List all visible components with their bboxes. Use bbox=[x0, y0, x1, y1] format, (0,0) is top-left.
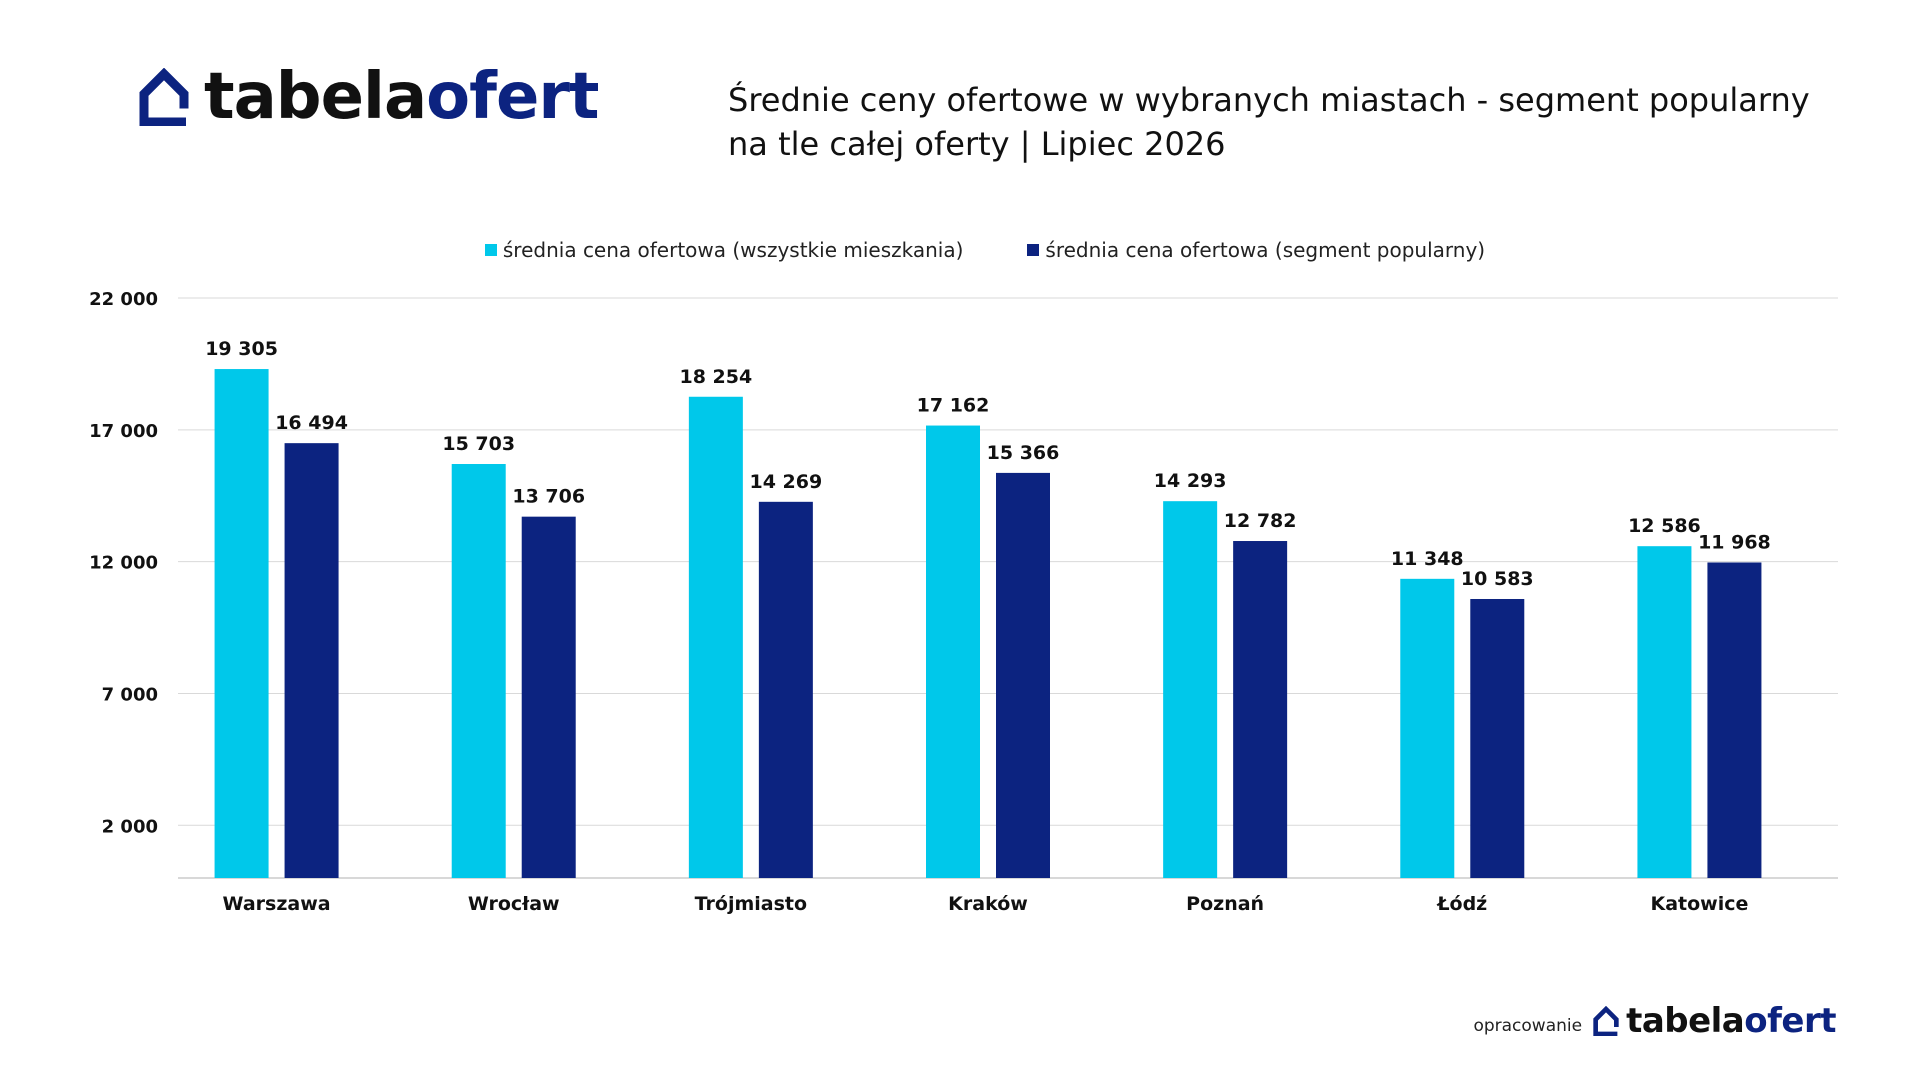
x-tick-label: Katowice bbox=[1650, 893, 1748, 915]
footer-credit: opracowanie tabelaofert bbox=[1473, 1004, 1836, 1038]
chart-title-line-1: Średnie ceny ofertowe w wybranych miasta… bbox=[728, 81, 1810, 119]
bar bbox=[521, 516, 576, 878]
data-label: 15 366 bbox=[987, 442, 1060, 464]
bar bbox=[451, 464, 506, 878]
data-label: 19 305 bbox=[205, 338, 278, 360]
bar bbox=[1400, 578, 1455, 878]
footer-logo-word-2: ofert bbox=[1744, 1001, 1836, 1041]
data-label: 16 494 bbox=[275, 412, 348, 434]
data-label: 13 706 bbox=[512, 486, 585, 508]
x-tick-label: Wrocław bbox=[468, 893, 560, 915]
data-label: 10 583 bbox=[1461, 568, 1534, 590]
data-label: 12 586 bbox=[1628, 515, 1701, 537]
bar bbox=[926, 425, 980, 878]
data-label: 11 348 bbox=[1391, 548, 1464, 570]
footer-logo-wordmark: tabelaofert bbox=[1626, 1004, 1836, 1038]
legend-item-popular: średnia cena ofertowa (segment popularny… bbox=[1027, 238, 1485, 262]
data-label: 12 782 bbox=[1224, 510, 1297, 532]
x-tick-label: Kraków bbox=[948, 893, 1028, 915]
brand-logo: tabelaofert bbox=[138, 62, 600, 132]
footer-house-icon bbox=[1593, 1006, 1619, 1036]
bar bbox=[214, 369, 269, 878]
bar bbox=[996, 472, 1050, 878]
y-tick-label: 2 000 bbox=[102, 816, 158, 837]
y-tick-label: 22 000 bbox=[89, 289, 158, 310]
bar bbox=[1637, 546, 1692, 878]
legend-item-all: średnia cena ofertowa (wszystkie mieszka… bbox=[484, 238, 964, 262]
x-tick-label: Warszawa bbox=[223, 893, 331, 915]
legend-swatch-popular bbox=[1027, 244, 1040, 256]
chart-title: Średnie ceny ofertowe w wybranych miasta… bbox=[728, 78, 1858, 166]
data-label: 14 269 bbox=[749, 471, 822, 493]
x-tick-label: Łódź bbox=[1436, 893, 1487, 915]
bar bbox=[1470, 598, 1525, 878]
chart-legend: średnia cena ofertowa (wszystkie mieszka… bbox=[0, 238, 1920, 262]
logo-word-1: tabela bbox=[204, 60, 427, 134]
bar bbox=[688, 396, 743, 878]
footer-logo-word-1: tabela bbox=[1626, 1001, 1745, 1041]
legend-label-popular: średnia cena ofertowa (segment popularny… bbox=[1045, 238, 1486, 262]
house-icon bbox=[139, 68, 189, 126]
y-tick-label: 7 000 bbox=[102, 684, 158, 705]
bar bbox=[1707, 562, 1762, 878]
bar bbox=[1233, 541, 1288, 878]
bar bbox=[284, 443, 339, 878]
logo-word-2: ofert bbox=[426, 60, 599, 134]
footer-label: opracowanie bbox=[1473, 1016, 1583, 1036]
data-label: 11 968 bbox=[1698, 531, 1771, 553]
logo-wordmark: tabelaofert bbox=[204, 65, 600, 129]
bar bbox=[758, 501, 813, 878]
y-tick-label: 17 000 bbox=[89, 421, 158, 442]
data-label: 15 703 bbox=[442, 433, 515, 455]
legend-label-all: średnia cena ofertowa (wszystkie mieszka… bbox=[502, 238, 964, 262]
data-label: 18 254 bbox=[679, 366, 752, 388]
data-label: 14 293 bbox=[1154, 470, 1227, 492]
chart-title-line-2: na tle całej oferty | Lipiec 2026 bbox=[728, 125, 1226, 163]
legend-swatch-all bbox=[484, 244, 497, 256]
x-tick-label: Trójmiasto bbox=[695, 893, 807, 915]
x-tick-label: Poznań bbox=[1186, 893, 1264, 915]
y-tick-label: 12 000 bbox=[89, 553, 158, 574]
bar bbox=[1163, 501, 1218, 878]
data-label: 17 162 bbox=[917, 395, 990, 417]
